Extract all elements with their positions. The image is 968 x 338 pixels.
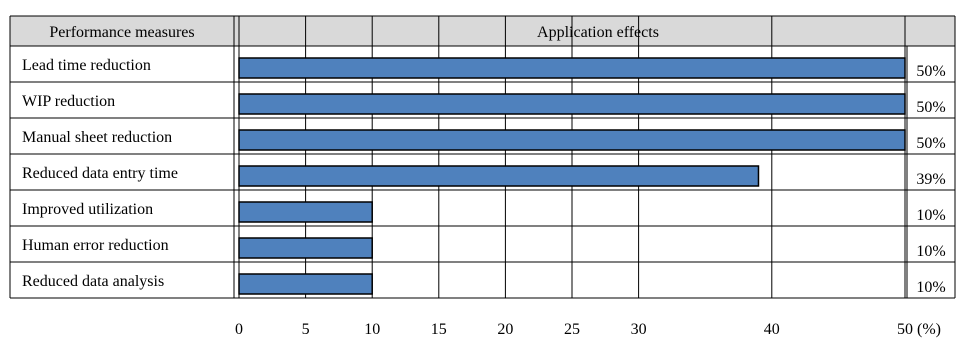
value-label-3: 39%: [916, 171, 945, 188]
category-label-2: Manual sheet reduction: [22, 129, 172, 146]
category-label-5: Human error reduction: [22, 237, 169, 254]
value-label-1: 50%: [916, 99, 945, 116]
bar-3: [238, 165, 760, 187]
bar-0: [238, 57, 906, 79]
category-label-4: Improved utilization: [22, 201, 153, 218]
x-tick-label-8: 50: [897, 321, 913, 338]
value-label-6: 10%: [916, 279, 945, 296]
value-label-5: 10%: [916, 243, 945, 260]
x-tick-label-2: 10: [364, 321, 380, 338]
x-tick-label-6: 30: [631, 321, 647, 338]
category-label-1: WIP reduction: [22, 93, 115, 110]
bar-2: [238, 129, 906, 151]
bar-6: [238, 273, 373, 295]
header-application-effects: Application effects: [537, 24, 659, 41]
value-label-4: 10%: [916, 207, 945, 224]
x-unit-label: (%): [917, 321, 941, 338]
category-label-0: Lead time reduction: [22, 57, 151, 74]
text-layer: Performance measures Application effects…: [22, 24, 946, 338]
header-background: [10, 16, 955, 46]
x-tick-label-5: 25: [564, 321, 580, 338]
category-label-3: Reduced data entry time: [22, 165, 178, 182]
x-tick-label-0: 0: [235, 321, 243, 338]
x-tick-label-7: 40: [764, 321, 780, 338]
x-tick-label-1: 5: [302, 321, 310, 338]
header-performance-measures: Performance measures: [49, 24, 194, 41]
bar-1: [238, 93, 906, 115]
category-label-6: Reduced data analysis: [22, 273, 164, 290]
x-tick-label-4: 20: [497, 321, 513, 338]
bars-layer: [238, 57, 906, 295]
value-label-0: 50%: [916, 63, 945, 80]
bar-5: [238, 237, 373, 259]
value-label-2: 50%: [916, 135, 945, 152]
x-tick-label-3: 15: [431, 321, 447, 338]
bar-4: [238, 201, 373, 223]
